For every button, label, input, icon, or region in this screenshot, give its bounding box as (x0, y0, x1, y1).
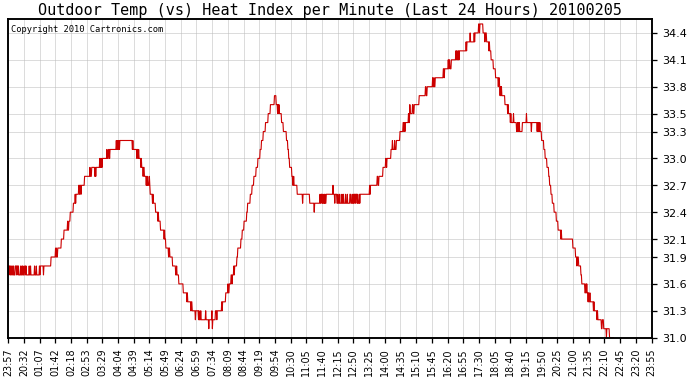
Title: Outdoor Temp (vs) Heat Index per Minute (Last 24 Hours) 20100205: Outdoor Temp (vs) Heat Index per Minute … (38, 3, 622, 18)
Text: Copyright 2010 Cartronics.com: Copyright 2010 Cartronics.com (12, 25, 164, 34)
